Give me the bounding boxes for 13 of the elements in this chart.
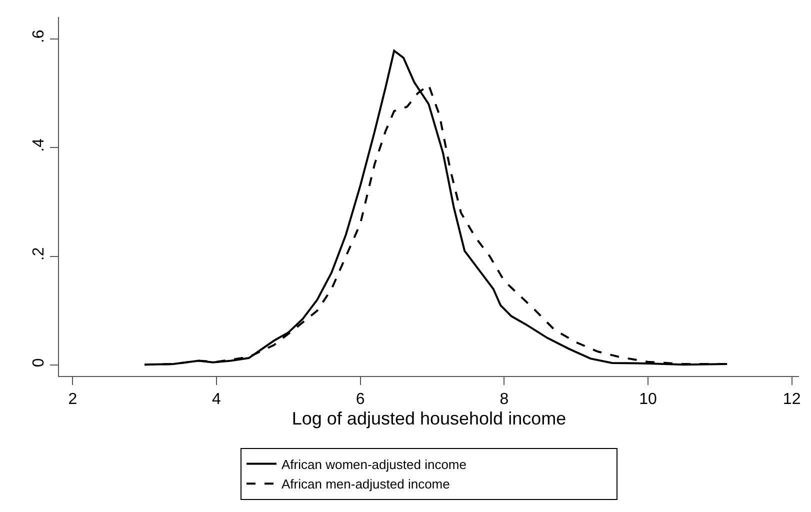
x-tick-label: 6 bbox=[356, 391, 365, 408]
x-tick-label: 4 bbox=[212, 391, 222, 408]
y-tick-label: 0 bbox=[30, 358, 48, 368]
y-tick-label: .4 bbox=[30, 138, 48, 152]
x-tick-label: 8 bbox=[500, 391, 509, 408]
legend-label: African women-adjusted income bbox=[282, 456, 466, 472]
x-tick-label: 12 bbox=[782, 391, 801, 408]
legend-label: African men-adjusted income bbox=[282, 476, 450, 492]
x-axis-title: Log of adjusted household income bbox=[292, 408, 566, 428]
x-tick-label: 10 bbox=[639, 391, 657, 408]
y-tick-label: .2 bbox=[30, 247, 48, 261]
y-tick-label: .6 bbox=[30, 30, 48, 44]
x-tick-label: 2 bbox=[68, 391, 78, 408]
